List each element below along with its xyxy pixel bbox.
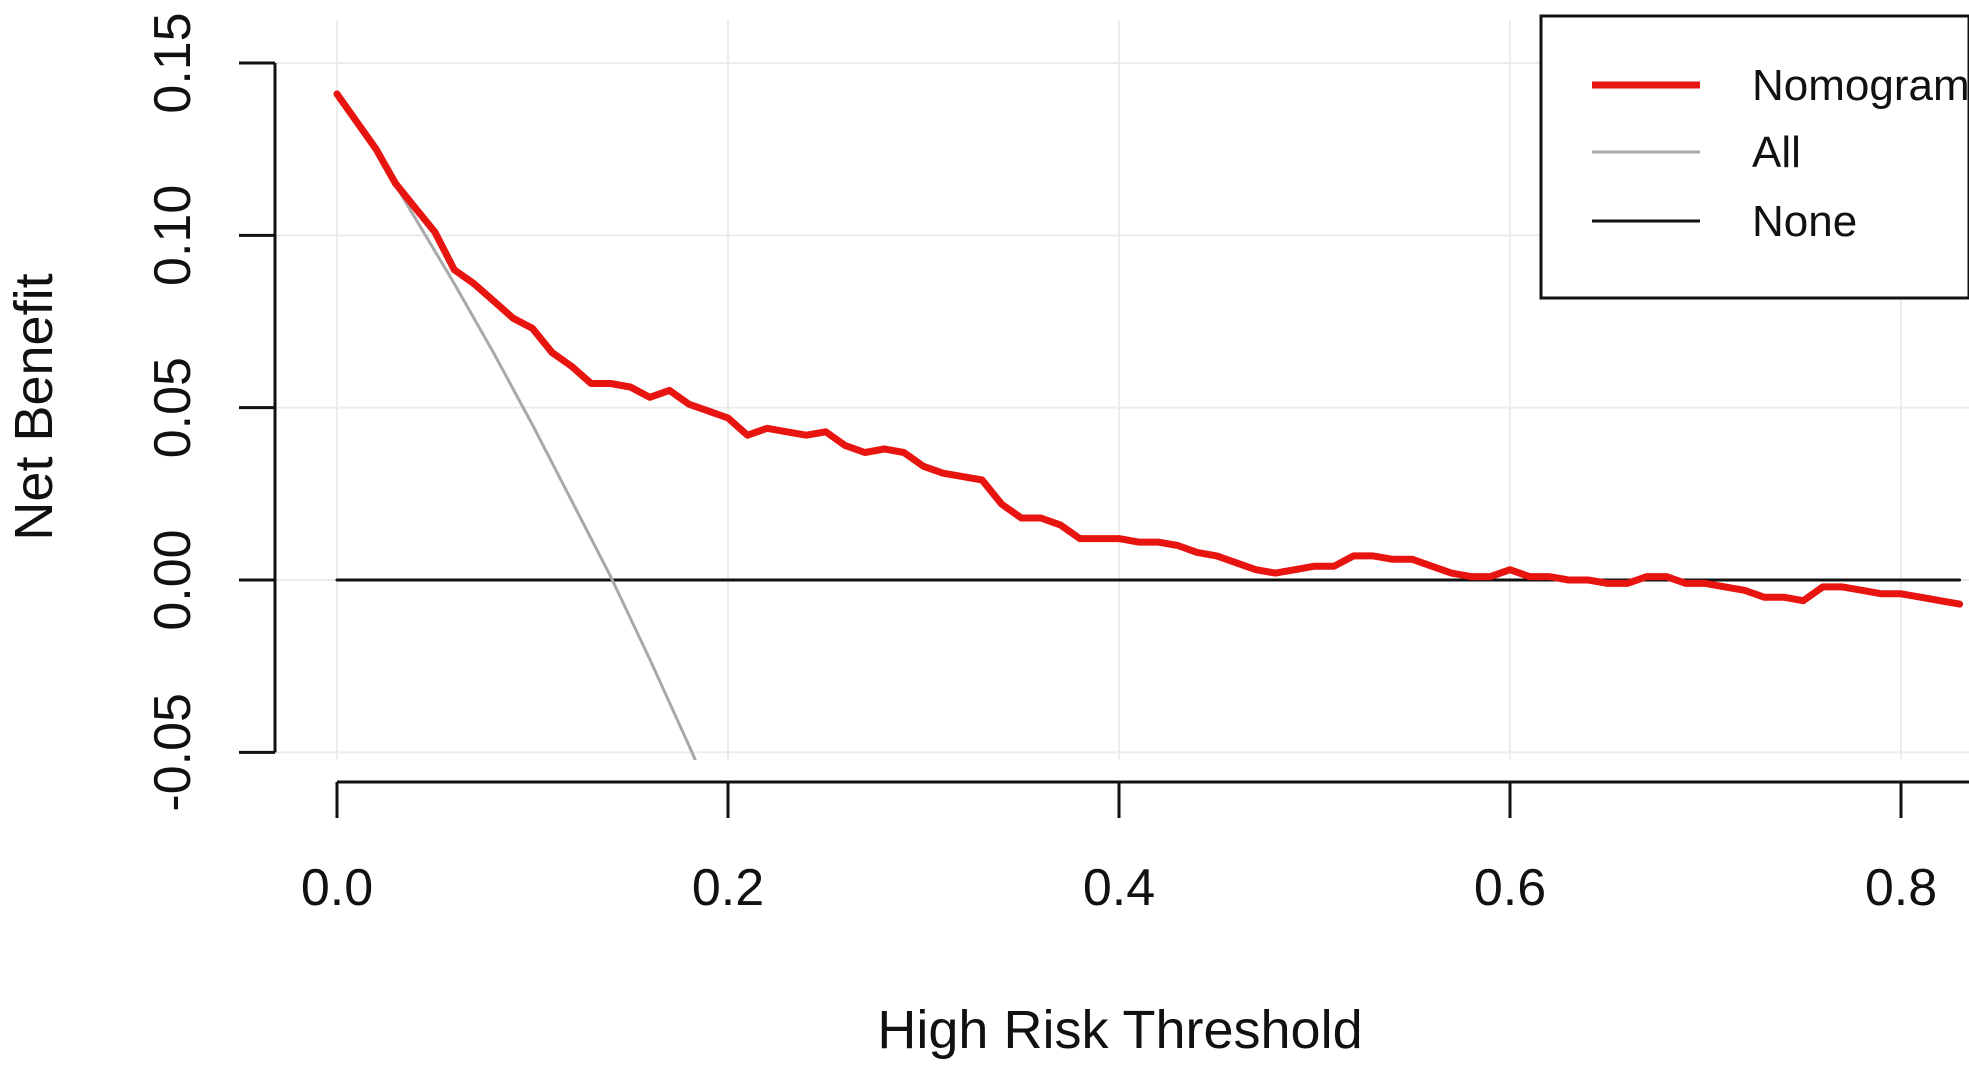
y-tick-label-0: -0.05 [144,693,202,812]
axes: -0.05 0.00 0.05 0.10 0.15 0.0 0.2 0.4 0.6 0.8 [144,12,1969,917]
y-tick-label-1: 0.00 [144,529,202,630]
x-tick-label-3: 0.6 [1474,859,1546,917]
x-tick-label-4: 0.8 [1865,859,1937,917]
legend-label-nomogram: Nomogram [1752,61,1969,110]
legend-label-all: All [1752,128,1801,177]
x-tick-label-1: 0.2 [692,859,764,917]
legend-box [1539,14,1969,300]
legend-label-none: None [1752,197,1857,246]
legend: Nomogram All None [1539,14,1969,300]
series-line-all [335,92,697,760]
y-tick-label-2: 0.05 [144,357,202,458]
y-axis-title: Net Benefit [4,273,64,540]
series-line-nomogram [333,90,1964,608]
y-tick-label-4: 0.15 [144,12,202,113]
x-tick-label-2: 0.4 [1083,859,1155,917]
x-tick-label-0: 0.0 [301,859,373,917]
x-axis-title: High Risk Threshold [877,1000,1362,1060]
series-lines [333,90,1964,760]
y-tick-label-3: 0.10 [144,185,202,286]
